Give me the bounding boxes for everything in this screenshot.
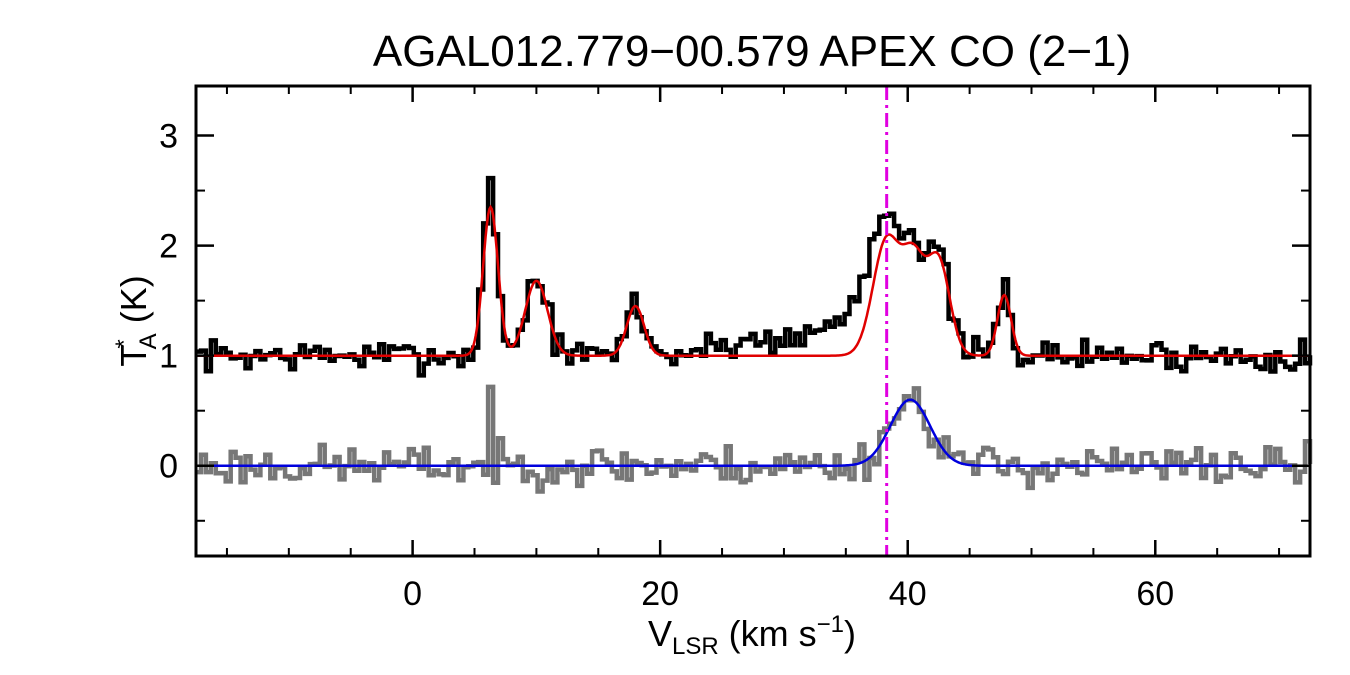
x-axis-label-sup: −1 <box>817 611 844 638</box>
y-tick-label: 1 <box>159 338 178 376</box>
series-1-line <box>196 204 1310 357</box>
plot-frame <box>194 84 1312 558</box>
series-0-histogram <box>196 175 1313 378</box>
axis-tick-labels: 0 20 40 60 0 1 2 3 <box>159 118 1174 613</box>
chart-title: AGAL012.779−00.579 APEX CO (2−1) <box>373 27 1131 76</box>
x-axis-label: VLSR (km s−1) <box>648 611 856 660</box>
x-axis-label-units: (km s <box>719 613 817 654</box>
y-axis-label-sup: * <box>111 339 138 348</box>
y-axis-label-units: (K) <box>113 275 154 333</box>
x-axis-label-sub: LSR <box>672 633 719 660</box>
y-tick-label: 0 <box>159 448 178 486</box>
x-axis-label-close: ) <box>844 613 856 654</box>
axis-ticks <box>196 86 1310 556</box>
y-axis-label-sub: A <box>135 333 162 349</box>
x-tick-label: 60 <box>1136 575 1174 613</box>
x-tick-label: 40 <box>889 575 927 613</box>
plot-area <box>196 86 1313 556</box>
series-3-line <box>196 398 1310 467</box>
y-axis-label: T*A (K) <box>111 275 162 366</box>
y-tick-label: 2 <box>159 228 178 266</box>
y-tick-label: 3 <box>159 118 178 156</box>
x-tick-label: 0 <box>403 575 422 613</box>
series-2-histogram <box>196 384 1313 494</box>
x-axis-label-main: V <box>648 613 672 654</box>
y-axis-label-main: T <box>113 345 154 367</box>
x-tick-label: 20 <box>641 575 679 613</box>
